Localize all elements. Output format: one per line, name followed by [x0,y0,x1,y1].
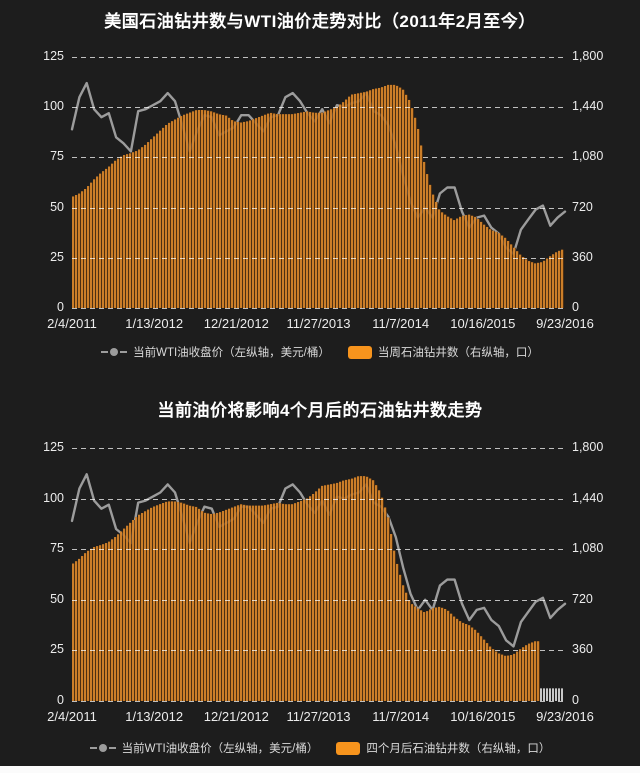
y-axis-tick-right: 1,800 [572,440,604,454]
bottom-chart-title: 当前油价将影响4个月后的石油钻井数走势 [157,401,483,420]
y-axis-tick-left: 25 [50,642,64,657]
y-axis-tick-right: 1,080 [572,149,604,164]
grid-line [72,448,567,449]
legend-wti-item: 当前WTI油收盘价（左纵轴，美元/桶） [89,740,319,756]
y-axis-tick-right: 1,800 [572,49,604,63]
legend-rigs-item: 当周石油钻井数（右纵轴，口） [347,344,539,360]
line-marker-icon [101,348,128,356]
y-axis-tick-left: 75 [50,541,64,556]
grid-line [72,107,567,109]
x-axis-tick: 11/7/2014 [372,709,430,724]
bar-swatch-icon [347,345,372,359]
legend-wti-label: 当前WTI油收盘价（左纵轴，美元/桶） [121,743,319,755]
grid-line [72,207,567,209]
grid-line [72,57,567,58]
legend-wti-item: 当前WTI油收盘价（左纵轴，美元/桶） [101,344,330,360]
y-axis-tick-right: 720 [572,591,593,606]
bar-swatch-icon [336,741,361,755]
y-axis-tick-left: 100 [43,99,64,114]
y-axis-tick-right: 720 [572,199,593,214]
x-axis-tick: 10/16/2015 [450,709,516,724]
x-axis-tick: 12/21/2012 [203,316,269,331]
footer-strip [0,766,640,773]
grid-line [72,650,567,652]
grid-line [72,599,567,601]
y-axis-tick-right: 0 [572,300,579,314]
legend-rigs-label: 当周石油钻井数（右纵轴，口） [377,347,539,359]
y-axis-tick-left: 0 [57,300,64,314]
x-axis-tick: 1/13/2012 [125,709,184,724]
top-chart-title: 美国石油钻井数与WTI油价走势对比（2011年2月至今） [104,12,536,31]
y-axis-tick-right: 1,080 [572,541,604,556]
legend-rigs-item: 四个月后石油钻井数（右纵轴，口） [336,740,550,756]
shifted-rigs-bars-and-price-line [70,473,567,701]
y-axis-tick-left: 125 [43,440,64,454]
y-axis-tick-left: 50 [50,591,64,606]
legend-wti-label: 当前WTI油收盘价（左纵轴，美元/桶） [133,347,330,359]
y-axis-tick-right: 0 [572,693,579,707]
grid-line [72,549,567,551]
x-axis-tick: 2/4/2011 [47,709,97,724]
y-axis-tick-left: 25 [50,249,64,264]
x-axis-tick: 11/7/2014 [372,316,430,331]
x-axis-tick: 11/27/2013 [286,316,351,331]
x-axis-tick: 1/13/2012 [125,316,184,331]
y-axis-tick-left: 75 [50,149,64,164]
x-axis-tick: 2/4/2011 [47,316,97,331]
grid-line [72,701,567,702]
top-chart-legend: 当前WTI油收盘价（左纵轴，美元/桶） 当周石油钻井数（右纵轴，口） [0,344,640,360]
grid-line [72,498,567,500]
x-axis-tick: 9/23/2016 [536,316,594,331]
bottom-chart-legend: 当前WTI油收盘价（左纵轴，美元/桶） 四个月后石油钻井数（右纵轴，口） [0,740,640,756]
x-axis-tick: 11/27/2013 [286,709,351,724]
y-axis-tick-right: 360 [572,249,593,264]
grid-line [72,308,567,309]
rig-count-bars [72,476,563,701]
y-axis-tick-left: 50 [50,199,64,214]
legend-rigs-label: 四个月后石油钻井数（右纵轴，口） [366,743,551,755]
y-axis-tick-right: 360 [572,642,593,657]
grid-line [72,157,567,159]
grid-line [72,257,567,259]
x-axis-tick: 10/16/2015 [450,316,516,331]
y-axis-tick-left: 125 [43,49,64,63]
y-axis-tick-left: 100 [43,490,64,505]
rigs-bars-and-price-line [70,81,567,309]
rig-count-bars [72,84,564,309]
line-marker-icon [89,744,116,752]
x-axis-tick: 9/23/2016 [536,709,594,724]
y-axis-tick-right: 1,440 [572,490,604,505]
x-axis-tick: 12/21/2012 [203,709,269,724]
y-axis-tick-right: 1,440 [572,99,604,114]
y-axis-tick-left: 0 [57,693,64,707]
